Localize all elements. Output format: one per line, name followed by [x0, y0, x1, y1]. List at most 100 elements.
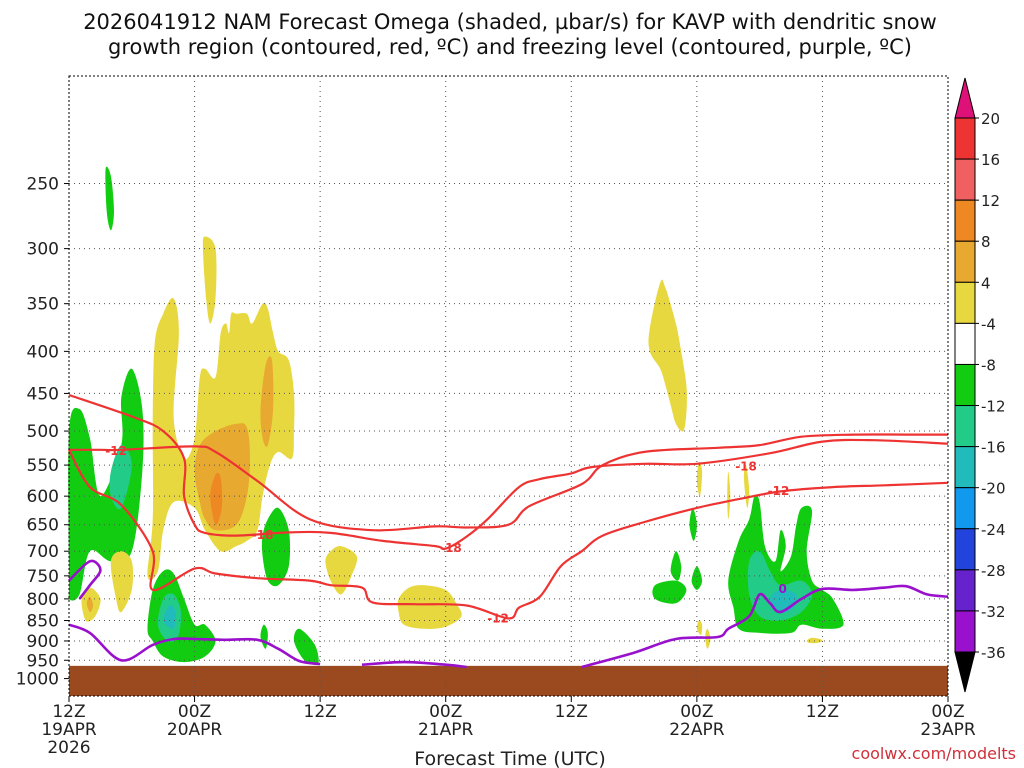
omega-upward-patch [691, 566, 703, 590]
terrain-layer [69, 665, 948, 696]
freezing-level-contour [68, 559, 102, 600]
omega-upward-patch [163, 605, 176, 630]
x-tick-label: 00Z [931, 702, 964, 722]
contour-label: -18 [735, 460, 757, 474]
chart-title-line-2: growth region (contoured, red, ºC) and f… [108, 35, 912, 59]
plot-frame [68, 75, 949, 697]
y-tick-label: 550 [27, 456, 59, 476]
dendritic-growth-contour [68, 449, 949, 620]
contour-layer [68, 393, 949, 669]
y-tick-label: 350 [27, 295, 59, 315]
contour-label-layer: -12 -18 -18 -12 -18 -12 0 [105, 444, 790, 626]
colorbar-bottom-arrow [954, 651, 976, 693]
y-tick-label: 400 [27, 342, 59, 362]
omega-downward-patch [648, 279, 687, 432]
freezing-level-contour [361, 660, 467, 669]
x-tick-label: 22APR [669, 720, 725, 740]
omega-downward-patch [210, 472, 223, 525]
omega-upward-patch [105, 166, 114, 231]
omega-downward-patch [202, 236, 217, 324]
x-axis-label: Forecast Time (UTC) [414, 748, 605, 768]
contour-label: -12 [487, 612, 509, 626]
y-tick-label: 1000 [16, 670, 59, 690]
grid-layer [69, 76, 948, 696]
colorbar-segment [954, 199, 976, 242]
x-tick-label: 00Z [178, 702, 211, 722]
y-tick-label: 600 [27, 487, 59, 507]
dendritic-growth-contour [68, 433, 948, 532]
colorbar-label: 12 [981, 192, 1000, 210]
colorbar-label: -4 [981, 315, 996, 333]
omega-downward-patch [325, 545, 358, 595]
omega-downward-patch [110, 551, 134, 613]
x-tick-label: 12Z [304, 702, 337, 722]
omega-upward-patch [670, 551, 682, 581]
y-tick-label: 750 [27, 567, 59, 587]
contour-label: -18 [440, 541, 462, 555]
colorbar-label: -16 [981, 439, 1006, 457]
x-tick-label: 21APR [418, 720, 474, 740]
plot-area: -12 -18 -18 -12 -18 -12 0 [68, 75, 949, 697]
y-tick-label: 250 [27, 175, 59, 195]
x-tick-label: 12Z [806, 702, 839, 722]
omega-downward-patch [696, 461, 703, 497]
colorbar-label: 20 [981, 110, 1000, 128]
x-tick-label: 12Z [555, 702, 588, 722]
x-tick-label: 20APR [167, 720, 223, 740]
colorbar-segment [954, 569, 976, 612]
credit-text: coolwx.com/modelts [852, 744, 1016, 763]
contour-label: -12 [768, 484, 790, 498]
omega-upward-patch [109, 445, 132, 510]
omega-upward-patch [68, 368, 144, 601]
omega-shading-layer [68, 166, 844, 666]
colorbar-segment [954, 240, 976, 283]
colorbar-top-arrow [954, 77, 976, 119]
colorbar-label: -32 [981, 603, 1006, 621]
colorbar-label: -12 [981, 398, 1006, 416]
colorbar-segment [954, 281, 976, 324]
colorbar-segment [954, 610, 976, 653]
colorbar-label: -8 [981, 356, 996, 374]
colorbar-label: -36 [981, 644, 1006, 662]
y-tick-label: 300 [27, 240, 59, 260]
y-axis: 2503003504004505005506006507007508008509… [16, 175, 69, 690]
colorbar-label: 4 [981, 274, 991, 292]
contour-label: 0 [778, 582, 786, 596]
colorbar-segment [954, 363, 976, 407]
colorbar-segment [954, 117, 976, 160]
dendritic-growth-contour [68, 393, 949, 551]
omega-downward-patch [86, 596, 94, 613]
omega-upward-patch [293, 628, 319, 666]
y-tick-label: 850 [27, 612, 59, 632]
omega-upward-patch [652, 580, 687, 604]
colorbar-label: -28 [981, 562, 1006, 580]
y-tick-label: 900 [27, 632, 59, 652]
colorbar-segment [954, 487, 976, 530]
y-tick-label: 650 [27, 516, 59, 536]
x-tick-label: 12Z [52, 702, 85, 722]
omega-downward-patch [727, 471, 731, 520]
colorbar-label: 8 [981, 233, 991, 251]
terrain-ground [69, 665, 948, 696]
y-tick-label: 700 [27, 542, 59, 562]
freezing-level-contour [68, 623, 321, 666]
colorbar-segment [954, 446, 976, 489]
colorbar-segment [954, 322, 976, 365]
omega-downward-patch [260, 356, 274, 447]
colorbar: 20 16 12 8 4 -4 -8 -12 -16 -20 -24 -28 -32 -36 [954, 77, 1006, 693]
colorbar-segment [954, 405, 976, 448]
colorbar-label: -20 [981, 480, 1006, 498]
contour-label: -12 [105, 444, 127, 458]
colorbar-label: -24 [981, 521, 1006, 539]
colorbar-label: 16 [981, 151, 1000, 169]
omega-downward-patch [194, 423, 250, 531]
contour-label: -18 [252, 528, 274, 542]
omega-upward-patch [689, 507, 697, 541]
y-tick-label: 950 [27, 651, 59, 671]
x-tick-label: 00Z [680, 702, 713, 722]
chart-title-line-1: 2026041912 NAM Forecast Omega (shaded, µ… [83, 10, 937, 34]
omega-downward-patch [696, 620, 703, 636]
x-tick-label: 23APR [920, 720, 976, 740]
